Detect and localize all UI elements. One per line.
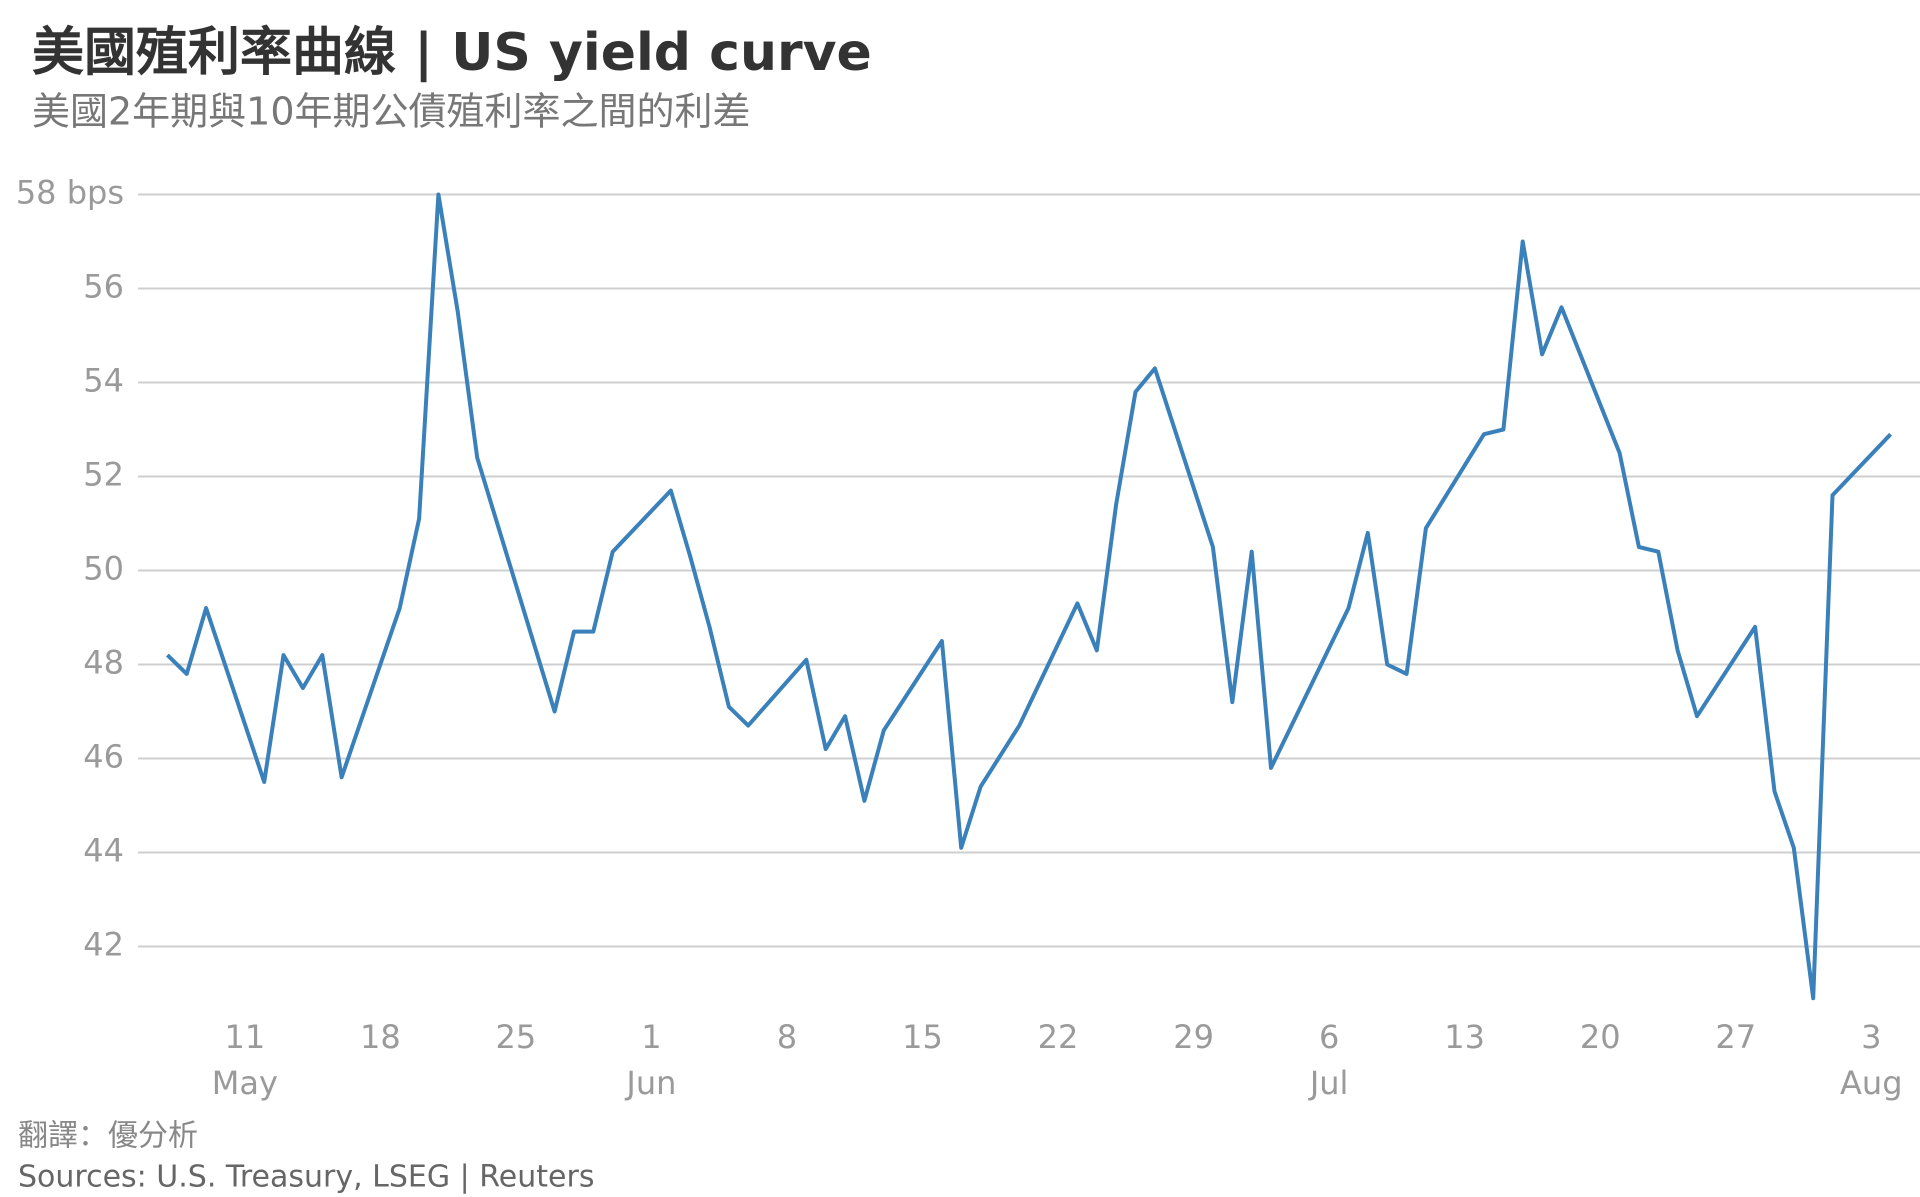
chart-subtitle: 美國2年期與10年期公債殖利率之間的利差 <box>32 90 751 134</box>
x-tick-label: 1 <box>641 1018 661 1056</box>
y-tick-label: 48 <box>83 644 124 682</box>
x-tick-label: 3 <box>1861 1018 1881 1056</box>
x-tick-label: 18 <box>360 1018 401 1056</box>
x-tick-label: 8 <box>777 1018 797 1056</box>
x-tick-label: 29 <box>1173 1018 1214 1056</box>
x-tick-label: 27 <box>1715 1018 1756 1056</box>
month-label: Jul <box>1308 1064 1349 1102</box>
y-tick-label: 46 <box>83 738 124 776</box>
x-tick-label: 25 <box>496 1018 537 1056</box>
y-tick-label: 56 <box>83 268 124 306</box>
month-label: May <box>212 1064 278 1102</box>
x-tick-label: 20 <box>1580 1018 1621 1056</box>
y-tick-label: 58 bps <box>16 174 124 212</box>
x-tick-label: 13 <box>1444 1018 1485 1056</box>
y-tick-label: 50 <box>83 550 124 588</box>
x-tick-label: 22 <box>1038 1018 1079 1056</box>
y-tick-label: 52 <box>83 456 124 494</box>
x-tick-label: 6 <box>1319 1018 1339 1056</box>
line-series <box>166 192 1893 1001</box>
chart-title: 美國殖利率曲線 | US yield curve <box>32 23 872 83</box>
month-label: Jun <box>624 1064 676 1102</box>
translation-note: 翻譯：優分析 <box>18 1119 198 1154</box>
x-tick-label: 15 <box>902 1018 943 1056</box>
x-tick-label: 11 <box>224 1018 265 1056</box>
month-label: Aug <box>1840 1064 1902 1102</box>
y-tick-label: 42 <box>83 926 124 964</box>
source-note: Sources: U.S. Treasury, LSEG | Reuters <box>18 1160 594 1195</box>
y-tick-label: 54 <box>83 362 124 400</box>
y-tick-label: 44 <box>83 832 124 870</box>
